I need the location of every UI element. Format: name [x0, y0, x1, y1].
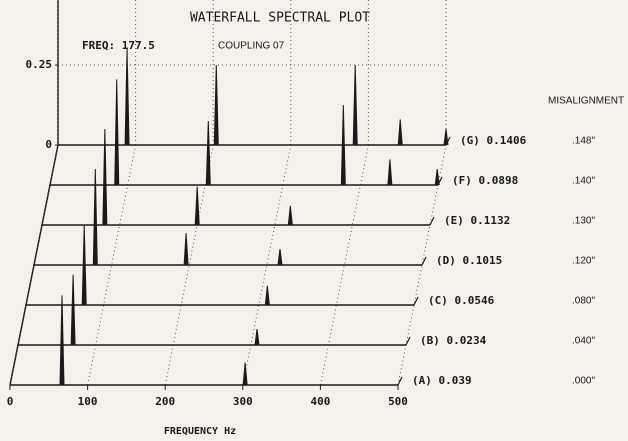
x-axis-label: FREQUENCY Hz — [164, 426, 236, 437]
spectral-peak — [434, 168, 440, 186]
trace-end — [405, 336, 411, 346]
spectral-peak — [443, 128, 449, 146]
spectral-peak — [254, 328, 260, 346]
spectral-peak — [242, 362, 248, 386]
chart-title: WATERFALL SPECTRAL PLOT — [190, 11, 370, 26]
trace-label: (B) 0.0234 — [420, 334, 487, 347]
spectral-peak — [340, 104, 346, 186]
legend-title: MISALIGNMENT — [548, 96, 624, 107]
x-tick-label: 300 — [233, 395, 253, 408]
spectral-peak — [397, 119, 403, 146]
trace-end — [397, 376, 403, 386]
misalignment-label: .148" — [572, 136, 595, 147]
misalignment-label: .140" — [572, 176, 595, 187]
spectral-peak — [81, 224, 87, 306]
x-tick-label: 200 — [155, 395, 175, 408]
spectral-peak — [102, 128, 108, 226]
y-tick-label: 0.25 — [26, 58, 53, 71]
spectral-peak — [287, 205, 293, 226]
x-tick-label: 100 — [78, 395, 98, 408]
trace-mask — [50, 145, 446, 185]
spectral-peak — [183, 232, 189, 266]
spectral-peak — [213, 64, 219, 146]
misalignment-label: .080" — [572, 296, 595, 307]
misalignment-label: .040" — [572, 336, 595, 347]
annotation: COUPLING 07 — [218, 41, 285, 52]
trace-end — [413, 296, 419, 306]
spectral-peak — [264, 285, 270, 306]
x-tick-label: 0 — [7, 395, 14, 408]
spectral-peak — [205, 120, 211, 186]
spectral-peak — [92, 168, 98, 266]
spectral-peak — [59, 295, 65, 386]
misalignment-label: .120" — [572, 256, 595, 267]
trace-end — [421, 256, 427, 266]
trace-mask — [18, 305, 414, 345]
subtitle: FREQ: 177.5 — [82, 39, 155, 52]
y-tick-label: 0 — [45, 138, 52, 151]
trace-label: (A) 0.039 — [412, 374, 472, 387]
x-tick-label: 500 — [388, 395, 408, 408]
spectral-peak — [194, 186, 200, 226]
spectral-peak — [387, 159, 393, 186]
trace-label: (G) 0.1406 — [460, 134, 527, 147]
trace-label: (F) 0.0898 — [452, 174, 518, 187]
x-tick-label: 400 — [310, 395, 330, 408]
misalignment-label: .130" — [572, 216, 595, 227]
spectral-peak — [124, 48, 130, 146]
spectral-peak — [352, 64, 358, 146]
trace-label: (E) 0.1132 — [444, 214, 510, 227]
trace-label: (C) 0.0546 — [428, 294, 495, 307]
misalignment-label: .000" — [572, 376, 595, 387]
trace-mask — [42, 185, 438, 225]
spectral-peak — [70, 274, 76, 346]
trace-label: (D) 0.1015 — [436, 254, 502, 267]
spectral-peak — [114, 79, 120, 186]
spectral-peak — [277, 248, 283, 266]
trace-end — [429, 216, 435, 226]
trace-mask — [10, 345, 406, 385]
